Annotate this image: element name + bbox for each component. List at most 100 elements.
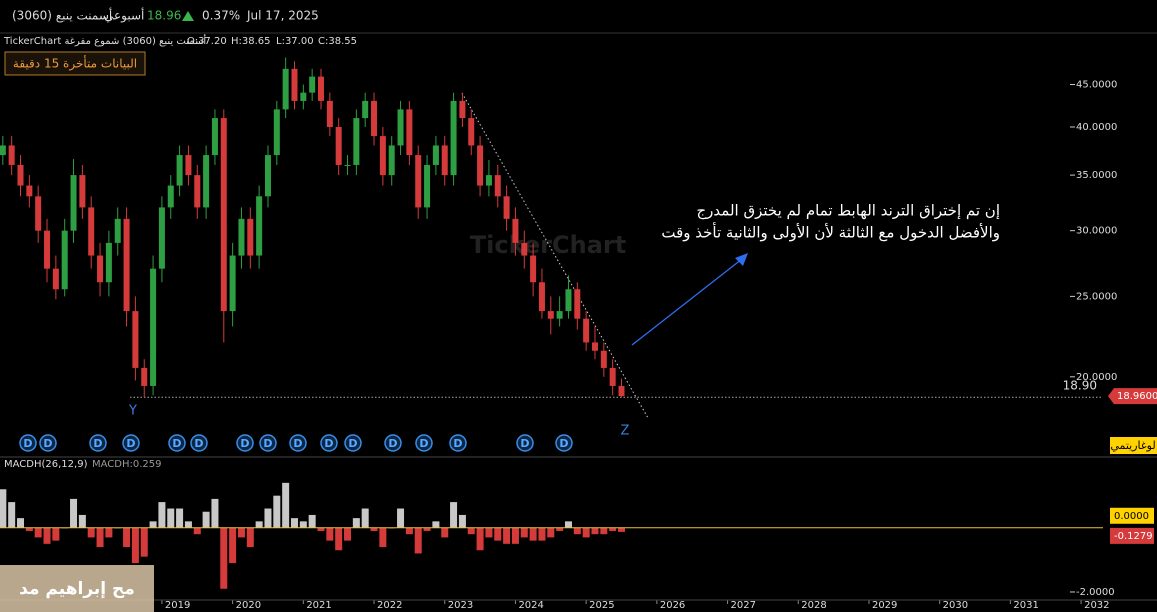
macd-bar: [503, 527, 511, 544]
x-tick-label: 2032: [1084, 600, 1109, 611]
dividend-marker: [344, 434, 362, 452]
candle-body: [494, 175, 501, 197]
macd-bar: [414, 527, 422, 554]
zero-badge: [1110, 507, 1154, 524]
candle-body: [61, 230, 68, 290]
candle-body: [211, 118, 218, 156]
macd-bar: [423, 527, 431, 531]
candle-body: [530, 255, 537, 283]
dividend-marker: [516, 434, 534, 452]
macd-bar: [8, 502, 16, 528]
macd-bar: [494, 527, 502, 541]
candle-body: [158, 207, 165, 269]
dividend-marker: [289, 434, 307, 452]
macd-bar: [140, 527, 148, 557]
macd-bar: [70, 498, 78, 528]
y-tick-label: 25.0000: [1076, 291, 1117, 302]
annotation: والأفضل الدخول مع الثالثة لأن الأولى وال…: [661, 222, 1000, 242]
dividend-marker-label: D: [453, 437, 462, 450]
candle-body: [105, 242, 112, 283]
dividend-marker-label: D: [348, 437, 357, 450]
macd-bar: [229, 527, 237, 564]
candle-body: [273, 109, 280, 156]
macd-bar: [326, 527, 334, 541]
macd-bar: [476, 527, 484, 551]
x-tick-label: 2019: [165, 600, 190, 611]
dividend-marker-label: D: [23, 437, 32, 450]
macd-bar: [405, 527, 413, 535]
macd-bar: [282, 482, 290, 528]
candle-body: [264, 155, 271, 197]
macd-title: MACDH(26,12,9): [4, 459, 88, 470]
trend-line: [461, 92, 649, 419]
macd-bar: [317, 527, 325, 531]
candle-body: [309, 76, 316, 93]
candle-body: [220, 118, 227, 312]
macd-bar: [485, 527, 493, 538]
y-tick-label: 40.0000: [1076, 122, 1117, 133]
candle-body: [618, 385, 625, 397]
annotation: إن تم إختراق الترند الهابط تمام لم يختزق…: [696, 202, 1000, 221]
macd-bar: [264, 508, 272, 528]
macd-bar: [184, 521, 192, 528]
candle-body: [44, 230, 51, 269]
candle-body: [388, 145, 395, 176]
delay-notice: البيانات متأخرة 15 دقيقة: [13, 55, 137, 72]
dividend-marker: [39, 434, 57, 452]
point-label: Y: [128, 404, 137, 419]
candle-body: [485, 175, 492, 186]
scale-label: لوغاريتمي: [1110, 439, 1155, 452]
macd-bar: [591, 527, 599, 535]
x-tick-label: 2026: [660, 600, 685, 611]
scale-label-box: [1110, 437, 1157, 454]
candle-body: [512, 218, 519, 243]
candle-body: [353, 118, 360, 165]
x-tick-label: 2022: [377, 600, 402, 611]
macd-bar: [547, 527, 555, 538]
macd-bar: [511, 527, 519, 544]
candle-body: [574, 289, 581, 319]
macd-bar: [273, 495, 281, 528]
x-tick-label: 2030: [943, 600, 968, 611]
macd-bar: [237, 527, 245, 538]
candle-body: [335, 126, 342, 165]
x-tick-label: 2027: [731, 600, 756, 611]
candle-body: [600, 350, 607, 368]
candle-body: [123, 218, 130, 312]
candle-body: [8, 145, 15, 165]
up-arrow: [182, 11, 194, 21]
dividend-marker: [384, 434, 402, 452]
candle-body: [141, 367, 148, 386]
macd-bar: [167, 508, 175, 528]
overlay-text: مح إبراهيم مد: [19, 579, 135, 599]
macd-readout: MACDH:0.259: [92, 459, 162, 470]
macd-bar: [149, 521, 157, 528]
candle-body: [379, 136, 386, 176]
period: أسبوعي: [104, 8, 144, 24]
candle-body: [256, 196, 263, 256]
macd-bar: [564, 521, 572, 528]
price: 18.96: [147, 9, 181, 23]
macd-bar: [450, 502, 458, 528]
macd-bar: [600, 527, 608, 535]
dividend-marker-label: D: [126, 437, 135, 450]
x-tick-label: 2021: [306, 600, 331, 611]
dividend-marker-label: D: [93, 437, 102, 450]
x-tick-label: 2029: [872, 600, 897, 611]
candle-body: [282, 68, 289, 110]
candle-body: [17, 164, 24, 186]
macd-bar: [573, 527, 581, 535]
macd-bar: [397, 508, 405, 528]
macd-bar: [52, 527, 60, 541]
x-tick-label: 2023: [448, 600, 473, 611]
macd-bar: [17, 518, 25, 528]
candle-body: [300, 92, 307, 101]
x-tick-label: 2031: [1013, 600, 1038, 611]
macd-bar: [299, 521, 307, 528]
candle-body: [326, 100, 333, 127]
macd-bar: [617, 527, 625, 532]
y-tick-label: 20.0000: [1076, 372, 1117, 383]
dividend-marker: [555, 434, 573, 452]
y-tick-label: 30.0000: [1076, 226, 1117, 237]
